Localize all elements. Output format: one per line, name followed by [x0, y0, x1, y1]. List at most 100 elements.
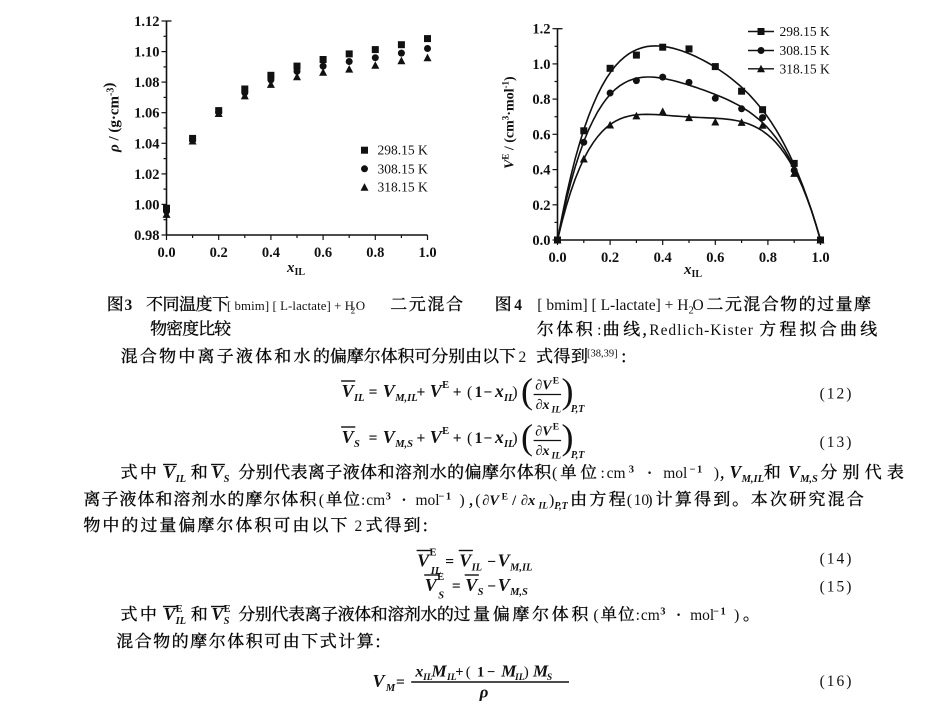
svg-text:V: V: [164, 462, 177, 482]
svg-text::: :: [601, 465, 605, 482]
svg-text:0.6: 0.6: [532, 127, 550, 143]
svg-text:V: V: [430, 427, 444, 447]
svg-text:V: V: [498, 551, 512, 571]
svg-text:−: −: [487, 554, 496, 571]
svg-text:=: =: [369, 430, 378, 447]
svg-text:0.2: 0.2: [210, 245, 228, 261]
svg-text:0.0: 0.0: [532, 233, 550, 249]
svg-text:·: ·: [647, 465, 652, 482]
svg-text:4: 4: [514, 297, 522, 314]
svg-text:0.98: 0.98: [134, 228, 159, 244]
svg-text:V: V: [465, 575, 479, 595]
svg-text:M,S: M,S: [509, 587, 528, 598]
svg-text:0.0: 0.0: [548, 250, 566, 266]
svg-text:): ): [512, 384, 517, 401]
svg-text:O: O: [693, 297, 704, 314]
svg-text:0.2: 0.2: [601, 250, 619, 266]
svg-text:−: −: [484, 430, 493, 447]
svg-text:1.0: 1.0: [418, 245, 436, 261]
svg-text:M: M: [431, 662, 448, 681]
svg-text:ρ: ρ: [479, 683, 489, 702]
svg-text:): ): [714, 465, 719, 482]
svg-text:V: V: [788, 462, 801, 482]
svg-text:1.0: 1.0: [811, 250, 829, 266]
svg-text:298.15 K: 298.15 K: [378, 143, 429, 158]
svg-text:P,T: P,T: [571, 404, 585, 415]
svg-text:IL: IL: [422, 673, 433, 683]
svg-text:): ): [459, 492, 464, 509]
svg-text:10: 10: [634, 492, 650, 509]
svg-text:E: E: [442, 380, 449, 391]
svg-text:∂x: ∂x: [521, 493, 535, 509]
svg-text:1: 1: [475, 430, 483, 447]
svg-text:V: V: [383, 427, 397, 447]
svg-text:V: V: [498, 575, 512, 595]
svg-text:E: E: [224, 604, 231, 615]
svg-text:3: 3: [386, 492, 391, 503]
svg-text:/: /: [511, 493, 517, 509]
svg-text:298.15 K: 298.15 K: [780, 24, 831, 39]
svg-text:0.8: 0.8: [532, 92, 550, 108]
svg-text:2: 2: [351, 306, 356, 316]
svg-text:+: +: [417, 384, 426, 401]
svg-text:cm: cm: [641, 607, 660, 624]
svg-text:−: −: [487, 665, 495, 681]
svg-text:x: x: [494, 427, 504, 447]
svg-text:E: E: [437, 572, 444, 583]
svg-text::: :: [361, 492, 365, 509]
svg-text:IL: IL: [514, 673, 525, 683]
svg-text:V: V: [383, 381, 397, 401]
svg-text:1.10: 1.10: [134, 45, 159, 61]
svg-text:(16): (16): [820, 673, 854, 690]
svg-text:0.4: 0.4: [532, 163, 550, 179]
svg-text:3: 3: [125, 297, 133, 314]
svg-text:M,IL: M,IL: [509, 563, 532, 574]
svg-text:0.8: 0.8: [759, 250, 777, 266]
svg-text:[38,39]: [38,39]: [587, 349, 618, 360]
svg-text:0.8: 0.8: [366, 245, 384, 261]
svg-text:(: (: [552, 465, 557, 482]
svg-text:∂x: ∂x: [536, 444, 550, 459]
svg-text:308.15 K: 308.15 K: [378, 161, 429, 176]
svg-text:E: E: [502, 493, 508, 503]
svg-text:): ): [562, 417, 574, 457]
svg-text:IL: IL: [503, 439, 515, 450]
svg-text:M,S: M,S: [799, 474, 818, 485]
svg-text:): ): [734, 607, 739, 624]
svg-text:IL: IL: [471, 563, 483, 574]
svg-text::: :: [636, 607, 640, 624]
svg-text:(: (: [521, 417, 533, 457]
svg-text:3: 3: [660, 607, 665, 618]
svg-text:S: S: [224, 616, 230, 627]
svg-text:V: V: [164, 604, 177, 624]
svg-text:=: =: [369, 384, 378, 401]
svg-text:[ bmim] [ L-lactate] + H: [ bmim] [ L-lactate] + H: [537, 297, 688, 314]
svg-text:V: V: [459, 551, 473, 571]
svg-text:): ): [647, 492, 652, 509]
svg-text:(: (: [521, 371, 533, 411]
svg-text:308.15 K: 308.15 K: [780, 43, 831, 58]
svg-text:S: S: [224, 474, 230, 485]
svg-text:M: M: [385, 683, 396, 694]
svg-text:0.6: 0.6: [314, 245, 332, 261]
svg-text:cm: cm: [607, 465, 626, 482]
svg-text:1.04: 1.04: [134, 136, 159, 152]
svg-text:+: +: [453, 384, 462, 401]
svg-text:1.2: 1.2: [532, 22, 550, 38]
svg-text:E: E: [553, 423, 559, 433]
svg-text:P,T: P,T: [571, 450, 585, 461]
svg-text:): ): [524, 665, 529, 681]
svg-text:∂x: ∂x: [536, 398, 550, 413]
svg-text:IL: IL: [175, 616, 187, 627]
svg-text:M,S: M,S: [394, 439, 413, 450]
svg-text:(: (: [467, 430, 472, 447]
svg-text:M,IL: M,IL: [741, 474, 764, 485]
svg-text:V: V: [212, 604, 225, 624]
svg-text:E: E: [430, 548, 437, 559]
svg-text:1.00: 1.00: [134, 197, 159, 213]
svg-text:IL: IL: [446, 673, 457, 683]
svg-text:(: (: [467, 384, 472, 401]
svg-text::: :: [597, 322, 601, 339]
svg-text:mol: mol: [690, 607, 714, 624]
svg-text:P,T: P,T: [554, 501, 568, 512]
